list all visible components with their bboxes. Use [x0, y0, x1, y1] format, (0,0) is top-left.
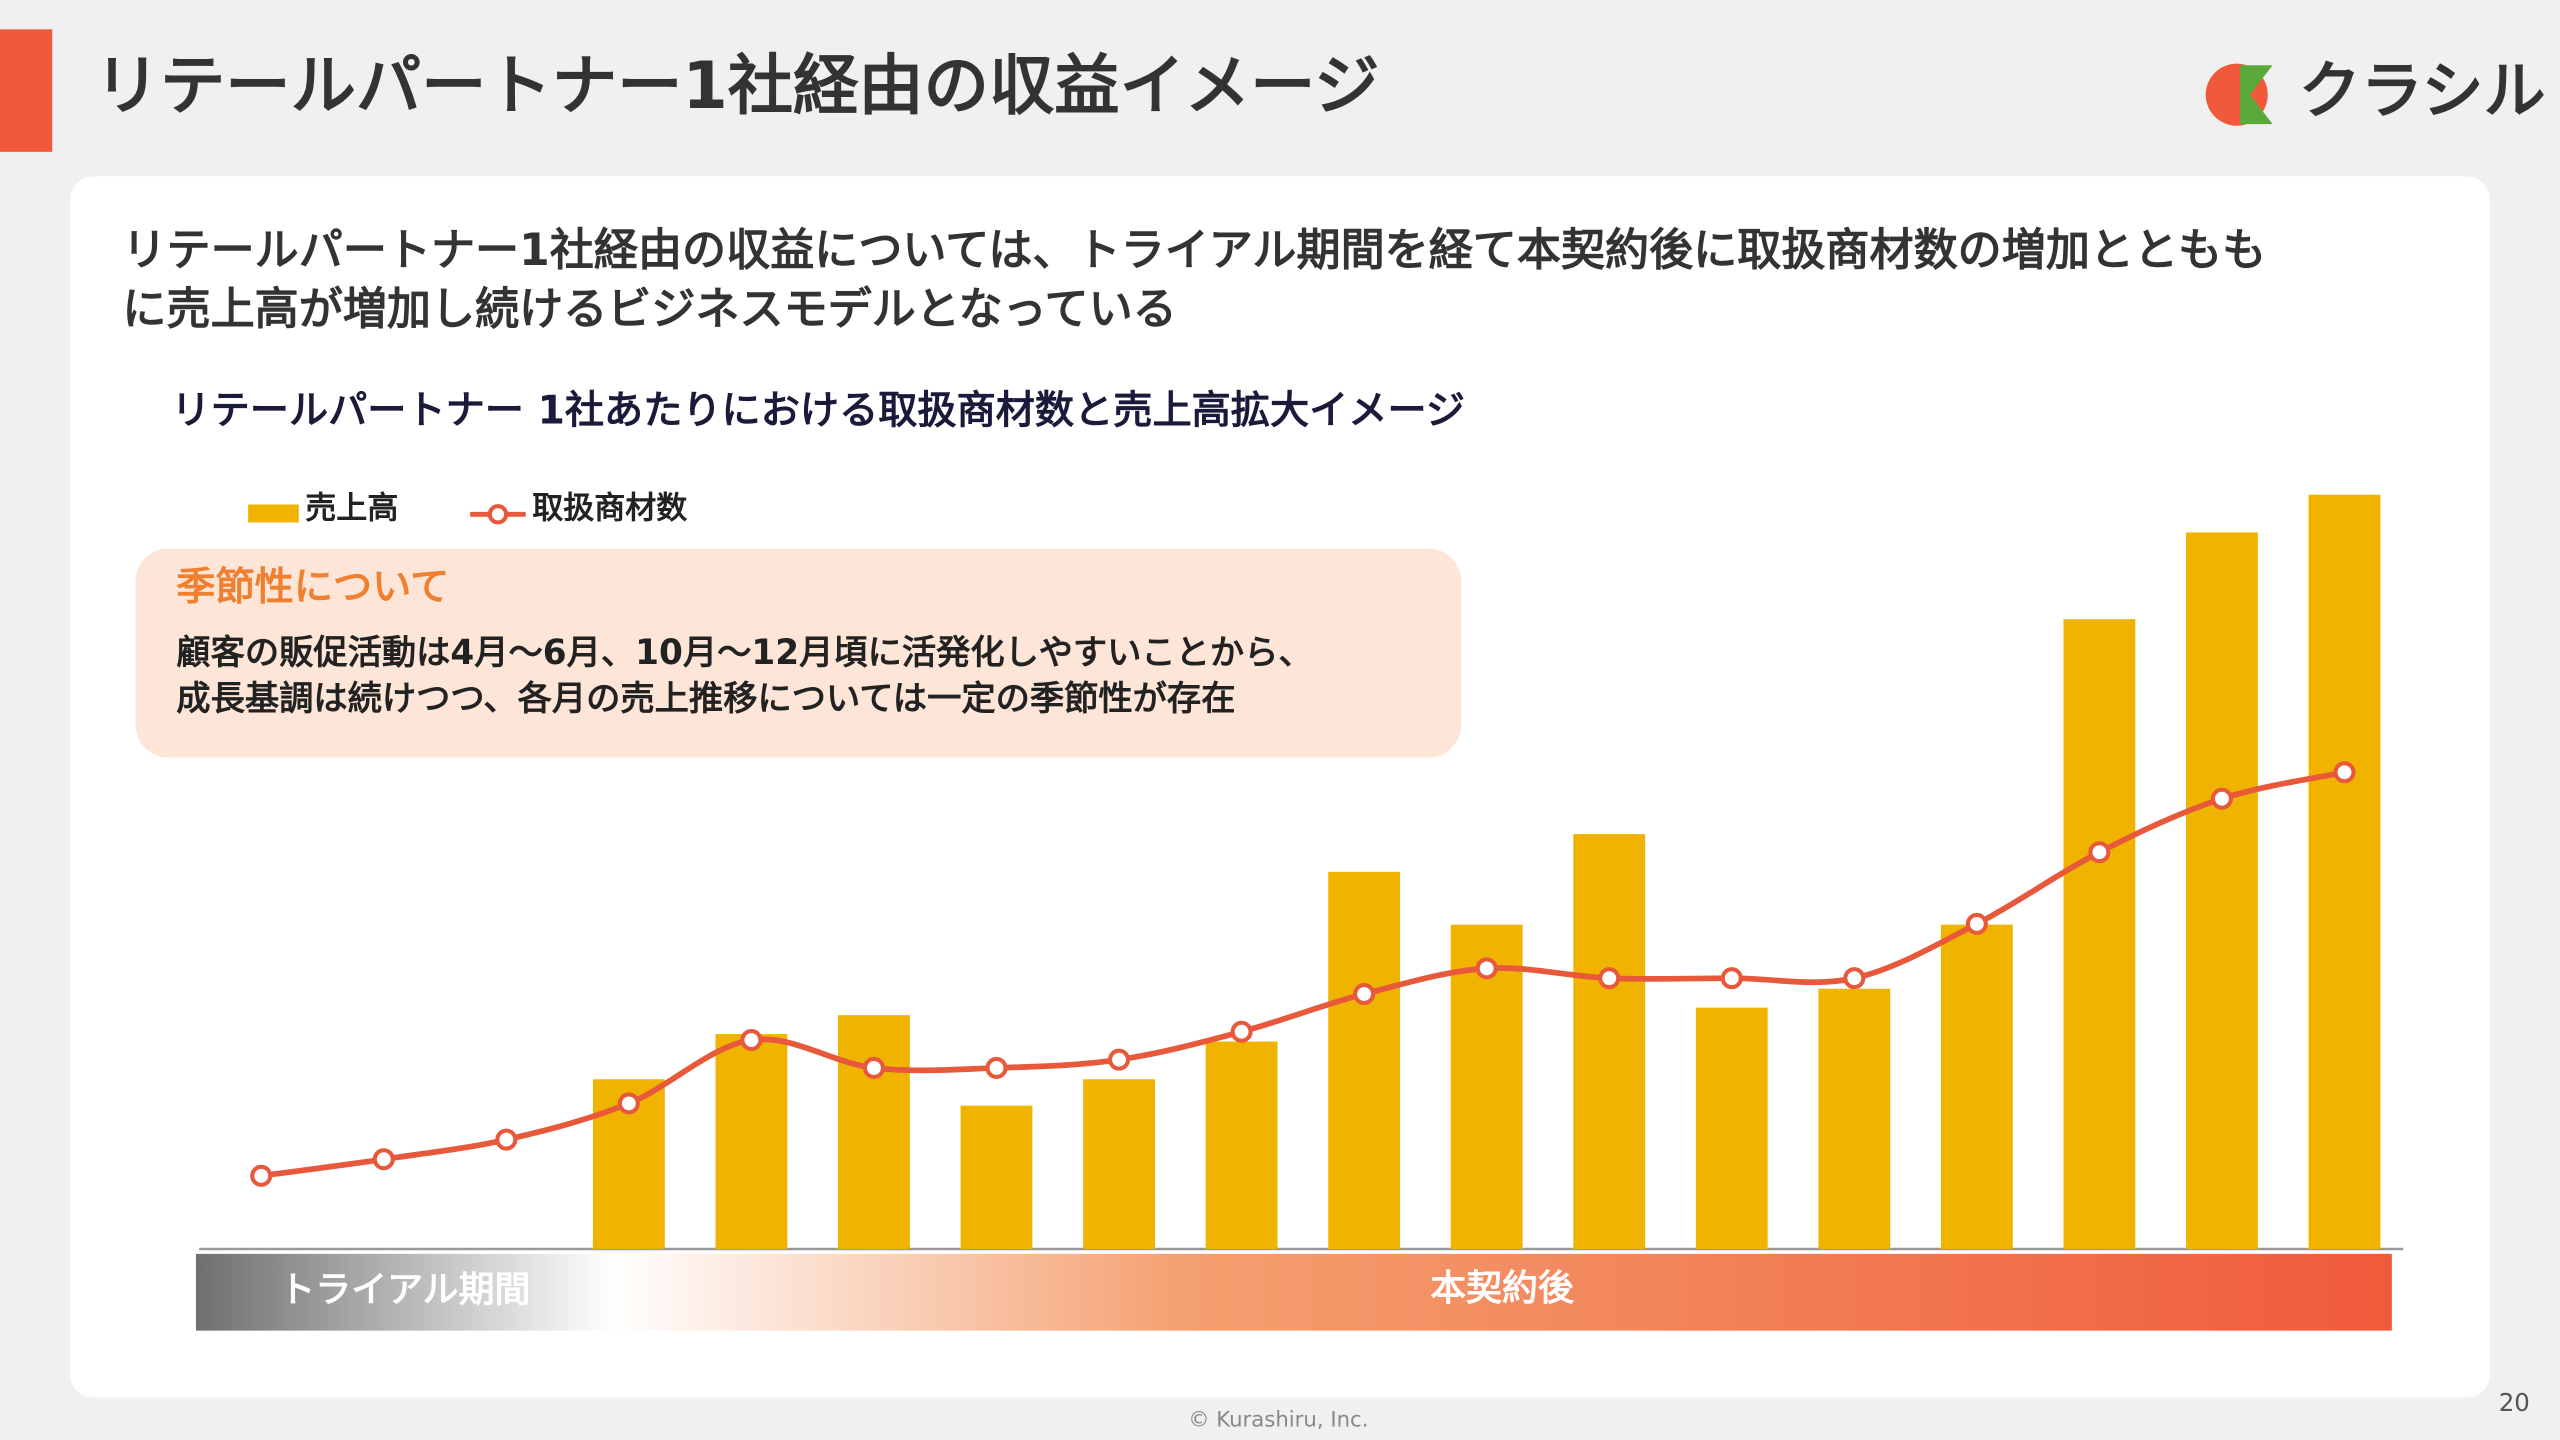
slide-title: リテールパートナー1社経由の収益イメージ [95, 48, 1380, 124]
line-marker [1353, 983, 1376, 1006]
footer: © Kurashiru, Inc. [1188, 1407, 1368, 1432]
line-marker [1108, 1048, 1131, 1071]
bar [2308, 494, 2381, 1249]
line-marker [2333, 761, 2356, 784]
legend-marker [487, 504, 509, 525]
line-marker [1230, 1020, 1253, 1043]
page-number: 20 [2499, 1388, 2530, 1417]
bar [1940, 924, 2013, 1249]
logo-leaf [2240, 65, 2273, 125]
line-marker [617, 1092, 640, 1115]
line-marker [1965, 912, 1988, 935]
bar [1328, 871, 1401, 1249]
line-marker [2088, 841, 2111, 864]
phase-label: トライアル期間 [279, 1269, 530, 1310]
logo-text: クラシル [2299, 54, 2546, 127]
callout [135, 548, 1462, 758]
line-marker [495, 1128, 518, 1151]
bar [1083, 1079, 1155, 1249]
legend-label: 取扱商材数 [532, 490, 688, 526]
bar [960, 1105, 1033, 1249]
callout-title: 季節性について [176, 565, 449, 610]
bar [715, 1034, 788, 1249]
bar [1573, 834, 1646, 1249]
heading-line: に売上高が増加し続けるビジネスモデルとなっている [122, 284, 1176, 335]
line-marker [740, 1029, 763, 1052]
legend-label: 売上高 [305, 490, 398, 526]
line-marker [1720, 967, 1743, 990]
line-marker [372, 1148, 395, 1171]
line-marker [985, 1056, 1008, 1079]
bar [838, 1015, 910, 1249]
line-marker [862, 1056, 885, 1079]
heading-line: リテールパートナー1社経由の収益については、トライアル期間を経て本契約後に取扱商… [122, 225, 2266, 276]
callout-line: 顧客の販促活動は4月～6月、10月～12月頃に活発化しやすいことから、 [176, 633, 1312, 673]
callout-line: 成長基調は続けつつ、各月の売上推移については一定の季節性が存在 [176, 679, 1235, 719]
line [260, 769, 2346, 1179]
phase-band [195, 1253, 2392, 1331]
phase-label: 本契約後 [1430, 1268, 1575, 1309]
line-marker [1843, 967, 1866, 990]
bar [2186, 532, 2258, 1249]
bar [1818, 988, 1891, 1249]
legend-swatch [248, 504, 299, 523]
bar [1695, 1007, 1768, 1249]
accent-bar [0, 29, 53, 152]
line-marker [1598, 967, 1621, 990]
line-marker [2210, 787, 2233, 810]
bar [2063, 619, 2136, 1249]
logo: クラシル [2205, 54, 2546, 127]
line-marker [250, 1164, 273, 1187]
line-marker [1475, 957, 1498, 980]
bar [1205, 1041, 1278, 1249]
chart-title: リテールパートナー 1社あたりにおける取扱商材数と売上高拡大イメージ [171, 389, 1465, 434]
